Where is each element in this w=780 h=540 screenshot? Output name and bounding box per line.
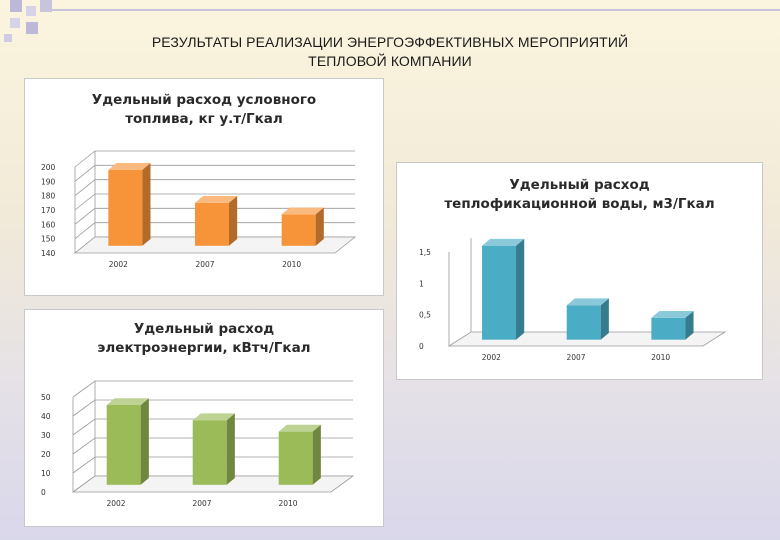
y-tick-label: 160 bbox=[41, 220, 56, 229]
bar-front bbox=[482, 245, 517, 340]
x-tick-label: 2007 bbox=[195, 260, 214, 269]
bar-front bbox=[278, 431, 313, 485]
bar-water-2002 bbox=[482, 238, 525, 340]
bar-front bbox=[651, 317, 686, 340]
bar-side bbox=[315, 207, 324, 246]
y-tick-label: 190 bbox=[41, 177, 56, 186]
chart-panel-water: Удельный расход теплофикационной воды, м… bbox=[396, 162, 763, 380]
bar-side bbox=[142, 163, 151, 246]
slide-title-line1: РЕЗУЛЬТАТЫ РЕАЛИЗАЦИИ ЭНЕРГОЭФФЕКТИВНЫХ … bbox=[151, 34, 629, 50]
x-tick-label: 2010 bbox=[278, 499, 297, 508]
bar-top bbox=[195, 196, 238, 203]
x-tick-label: 2002 bbox=[482, 353, 501, 362]
chart-title-electricity-line2: электроэнергии, кВтч/Гкал bbox=[97, 340, 311, 356]
bar-electricity-2010 bbox=[278, 424, 321, 485]
chart-title-electricity-line1: Удельный расход bbox=[133, 321, 275, 337]
y-tick-label: 10 bbox=[41, 469, 51, 478]
x-tick-label: 2007 bbox=[192, 499, 211, 508]
bar-side bbox=[312, 424, 321, 485]
bar-top bbox=[482, 238, 525, 246]
bar-top bbox=[566, 298, 609, 306]
y-tick-label: 0 bbox=[41, 488, 46, 497]
bar-front bbox=[108, 169, 143, 246]
bar-fuel-2007 bbox=[195, 196, 238, 246]
bar-top bbox=[106, 398, 149, 405]
y-tick-label: 0 bbox=[419, 342, 424, 351]
chart-panel-electricity: Удельный расход электроэнергии, кВтч/Гка… bbox=[24, 309, 384, 527]
bar-front bbox=[192, 420, 227, 485]
x-tick-label: 2002 bbox=[109, 260, 128, 269]
bar-top bbox=[281, 207, 324, 215]
bar-electricity-2007 bbox=[192, 413, 235, 485]
y-tick-label: 40 bbox=[41, 412, 51, 421]
bar-side bbox=[226, 413, 235, 485]
chart-title-water-line1: Удельный расход bbox=[509, 177, 650, 193]
bar-side bbox=[229, 196, 238, 246]
bar-side bbox=[516, 238, 525, 340]
bar-front bbox=[566, 305, 601, 340]
x-tick-label: 2002 bbox=[106, 499, 125, 508]
x-tick-label: 2010 bbox=[282, 260, 301, 269]
bar-water-2007 bbox=[566, 298, 609, 340]
bar-front bbox=[195, 202, 229, 246]
chart-water: 0 0,5 1 1,5 2002 2007 2010 bbox=[419, 238, 727, 362]
bar-fuel-2002 bbox=[108, 163, 151, 246]
bar-fuel-2010 bbox=[281, 207, 324, 246]
y-tick-label: 1 bbox=[419, 279, 424, 288]
bar-electricity-2002 bbox=[106, 398, 149, 485]
chart-title-water: Удельный расход теплофикационной воды, м… bbox=[397, 176, 762, 214]
bar-top bbox=[651, 310, 694, 318]
chart-title-water-line2: теплофикационной воды, м3/Гкал bbox=[444, 196, 715, 212]
slide-title-line2: ТЕПЛОВОЙ КОМПАНИИ bbox=[308, 53, 472, 69]
gridline bbox=[72, 380, 353, 398]
bar-side bbox=[600, 298, 609, 340]
x-tick-label: 2010 bbox=[651, 353, 670, 362]
bar-water-2010 bbox=[651, 310, 694, 340]
chart-title-fuel-line1: Удельный расход условного bbox=[91, 92, 317, 108]
y-tick-label: 20 bbox=[41, 450, 51, 459]
bar-side bbox=[140, 398, 149, 485]
y-tick-label: 0,5 bbox=[419, 311, 431, 320]
bar-top bbox=[108, 163, 151, 170]
bar-top bbox=[278, 424, 321, 432]
corner-decoration bbox=[4, 0, 52, 42]
y-tick-label: 150 bbox=[41, 235, 56, 244]
slide-title: РЕЗУЛЬТАТЫ РЕАЛИЗАЦИИ ЭНЕРГОЭФФЕКТИВНЫХ … bbox=[40, 33, 740, 71]
bar-front bbox=[106, 405, 141, 485]
chart-fuel: 140 150 160 170 180 190 200 2002 2007 2010 bbox=[41, 150, 357, 269]
bar-side bbox=[685, 310, 694, 340]
chart-title-fuel: Удельный расход условного топлива, кг у.… bbox=[25, 91, 383, 129]
y-tick-label: 30 bbox=[41, 431, 51, 440]
y-tick-label: 170 bbox=[41, 206, 56, 215]
bar-top bbox=[192, 413, 235, 421]
chart-panel-fuel: Удельный расход условного топлива, кг у.… bbox=[24, 78, 384, 296]
bar-front bbox=[281, 214, 316, 246]
x-tick-label: 2007 bbox=[566, 353, 585, 362]
top-rule bbox=[50, 9, 780, 11]
y-tick-label: 1,5 bbox=[419, 248, 431, 257]
y-tick-label: 200 bbox=[41, 163, 56, 172]
y-tick-label: 180 bbox=[41, 192, 56, 201]
chart-electricity: 0 10 20 30 40 50 2002 2007 2010 bbox=[41, 380, 355, 508]
chart-title-fuel-line2: топлива, кг у.т/Гкал bbox=[125, 111, 283, 127]
chart-title-electricity: Удельный расход электроэнергии, кВтч/Гка… bbox=[25, 320, 383, 358]
y-tick-label: 50 bbox=[41, 393, 51, 402]
y-tick-label: 140 bbox=[41, 249, 56, 258]
